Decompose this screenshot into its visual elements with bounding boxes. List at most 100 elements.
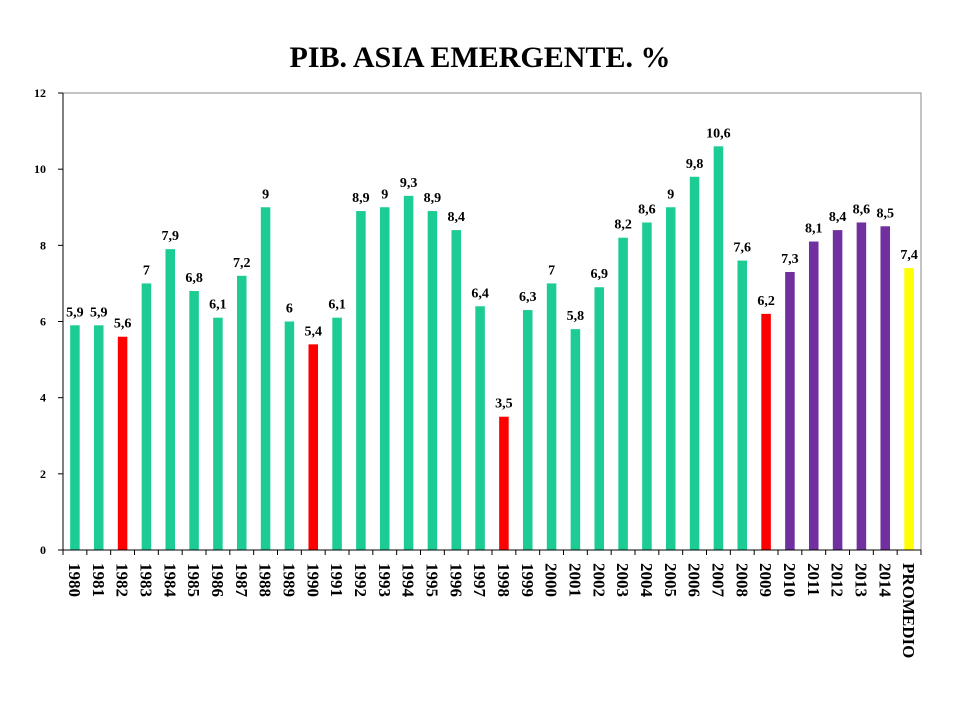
data-label: 8,4: [448, 210, 466, 225]
bar-1989: [284, 321, 295, 550]
x-tick-label: 1981: [89, 563, 108, 597]
x-tick-label: 1990: [303, 563, 322, 597]
data-label: 8,9: [352, 191, 370, 206]
bar-1981: [93, 325, 104, 550]
bar-2008: [737, 260, 748, 550]
bar-2001: [570, 329, 581, 550]
data-label: 5,8: [567, 309, 585, 324]
bar-1995: [427, 211, 438, 550]
x-tick-label: PROMEDIO: [899, 563, 918, 658]
bar-1997: [475, 306, 485, 550]
x-tick-label: 2013: [851, 563, 870, 597]
x-tick-label: 2005: [661, 563, 680, 597]
x-tick-label: 1999: [518, 563, 537, 597]
x-tick-label: 1987: [232, 563, 251, 598]
y-tick-label: 10: [34, 162, 46, 176]
data-label: 9: [262, 187, 269, 202]
data-label: 9: [667, 187, 674, 202]
data-label: 7,2: [233, 256, 251, 271]
x-tick-label: 2006: [685, 563, 704, 597]
bar-1999: [522, 310, 533, 550]
x-tick-label: 2011: [804, 563, 823, 596]
data-label: 3,5: [495, 397, 513, 412]
y-tick-label: 0: [40, 543, 46, 557]
x-axis: 1980 1981 1982 1983 1984 1985 1986 1987 1988 1989…: [62, 549, 922, 658]
data-label: 7: [143, 263, 150, 278]
x-tick-label: 2001: [565, 563, 584, 597]
y-tick-label: 2: [40, 467, 46, 481]
data-label: 6,3: [519, 290, 537, 305]
bar-1988: [260, 207, 271, 550]
data-label: 8,1: [805, 222, 823, 237]
data-label: 8,6: [853, 202, 871, 217]
x-tick-label: 1991: [327, 563, 346, 597]
data-label: 6,8: [185, 271, 203, 286]
bar-2012: [832, 230, 843, 550]
bar-2003: [618, 237, 628, 550]
bar-1994: [403, 195, 414, 550]
x-tick-label: 1993: [375, 563, 394, 597]
bar-2004: [642, 222, 652, 550]
data-label: 8,9: [424, 191, 442, 206]
x-tick-label: 1983: [136, 563, 155, 597]
x-tick-label: 2008: [732, 563, 751, 597]
bar-1980: [70, 325, 80, 550]
data-label: 9,3: [400, 176, 418, 191]
data-label: 7,6: [734, 241, 752, 256]
data-label: 5,6: [114, 317, 132, 332]
bar-1983: [141, 283, 152, 550]
x-tick-label: 2007: [708, 563, 727, 598]
data-label: 7,3: [781, 252, 799, 267]
y-tick-label: 8: [40, 238, 46, 252]
bar-1982: [117, 336, 128, 550]
bar-1985: [189, 291, 199, 550]
x-tick-label: 2002: [589, 563, 608, 597]
bar-1990: [308, 344, 319, 550]
x-tick-label: 1995: [422, 563, 441, 597]
x-tick-label: 1982: [113, 563, 132, 597]
data-label: 10,6: [706, 126, 731, 141]
x-tick-label: 2000: [542, 563, 561, 597]
x-tick-label: 1980: [65, 563, 84, 597]
bar-1992: [356, 211, 366, 550]
x-tick-label: 2012: [828, 563, 847, 597]
data-label: 5,9: [66, 305, 84, 320]
x-tick-label: 1988: [256, 563, 275, 597]
data-label: 8,5: [877, 206, 895, 221]
y-axis: 0 2 4 6 8 10 12: [34, 86, 64, 557]
x-tick-label: 1985: [184, 563, 203, 597]
data-label: 6,2: [757, 294, 775, 309]
x-tick-label: 1992: [351, 563, 370, 597]
bar-2000: [546, 283, 557, 550]
bar-2011: [808, 241, 819, 550]
x-tick-label: 1998: [494, 563, 513, 597]
x-tick-label: 1994: [399, 563, 418, 598]
data-label: 7,9: [162, 229, 180, 244]
x-tick-label: 1996: [446, 563, 465, 597]
bar-2007: [713, 146, 724, 551]
bar-2013: [856, 222, 867, 550]
data-label: 5,9: [90, 305, 108, 320]
chart-title: PIB. ASIA EMERGENTE. %: [290, 41, 671, 74]
x-tick-label: 2004: [637, 563, 656, 598]
bar-2009: [761, 313, 771, 550]
x-tick-label: 2003: [613, 563, 632, 597]
data-label: 6,4: [471, 286, 489, 301]
bar-1996: [451, 230, 462, 550]
bars: [70, 146, 914, 551]
bar-1987: [236, 275, 247, 550]
data-label: 6,1: [328, 298, 346, 313]
x-tick-label: 1997: [470, 563, 489, 598]
bar-1986: [213, 317, 223, 550]
data-label: 6,1: [209, 298, 227, 313]
x-tick-label: 1989: [279, 563, 298, 597]
data-label: 9: [381, 187, 388, 202]
data-label: 7,4: [900, 248, 918, 263]
y-tick-label: 12: [34, 86, 46, 100]
bar-1991: [332, 317, 342, 550]
data-label: 6,9: [591, 267, 609, 282]
bar-promedio: [904, 268, 914, 550]
data-labels: 5,9 5,9 5,6 7 7,9 6,8 6,1 7,2 9 6 5,4 6,1 8,9 9 9,3 8,9…: [66, 126, 918, 411]
bar-1984: [165, 249, 176, 550]
